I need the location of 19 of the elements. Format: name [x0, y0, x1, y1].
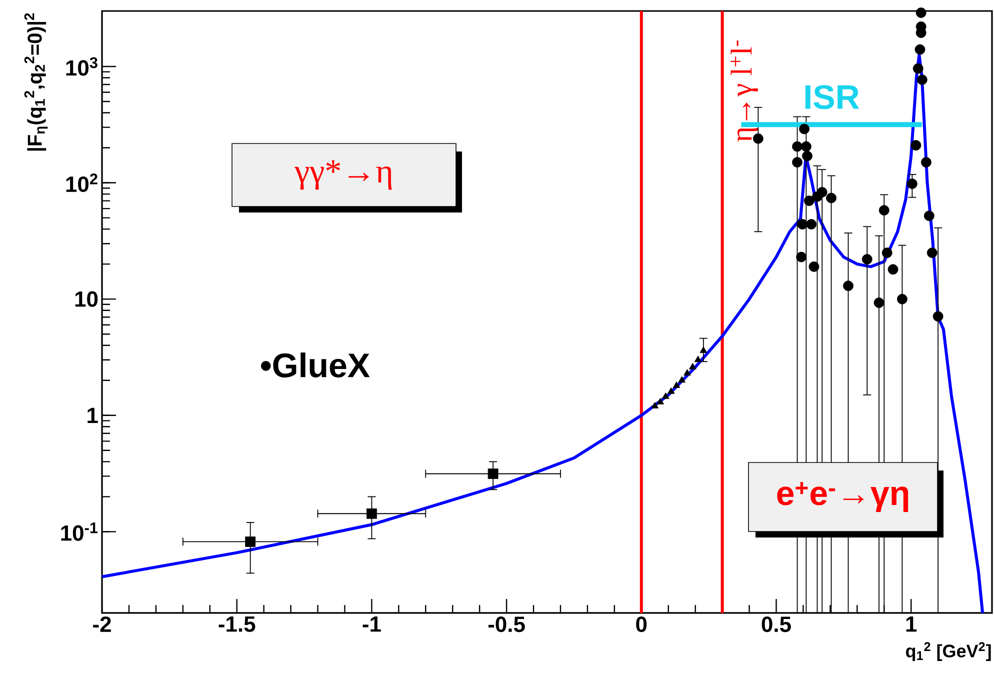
- x-tick-label: -2: [93, 616, 111, 632]
- x-tick-label: 0.5: [762, 616, 791, 632]
- y-tick-label: 1: [88, 408, 98, 423]
- text: |F$_{η}$(q$_{1}$$^{2}$,q$_{2}$$^{2}$=0)|$^{2}$: [24, 13, 48, 151]
- annotation: γγ*→η: [294, 160, 392, 190]
- annotation: e$^{+}$e$^{-}$→γη: [777, 482, 908, 512]
- series-label: ISR: [805, 85, 860, 110]
- x-tick-label: -1.5: [218, 616, 256, 632]
- x-tick-label: -0.5: [488, 616, 525, 632]
- y-tick-label: 10$^{-1}$: [61, 522, 98, 541]
- annotation: •GlueX: [261, 352, 370, 378]
- ref-line-label: η→γ l$^{+}$l$^{-}$: [730, 40, 758, 142]
- y-tick-label: 10: [75, 291, 98, 307]
- y-tick-label: 10$^{2}$: [66, 174, 98, 192]
- x-tick-label: 0: [636, 616, 647, 632]
- x-tick-label: 1: [906, 616, 917, 632]
- y-tick-label: 10$^{3}$: [66, 57, 98, 76]
- x-tick-label: -1: [362, 616, 381, 632]
- x-axis-title: q$_{1}$$^{2}$ [GeV$^{2}$]: [906, 642, 991, 661]
